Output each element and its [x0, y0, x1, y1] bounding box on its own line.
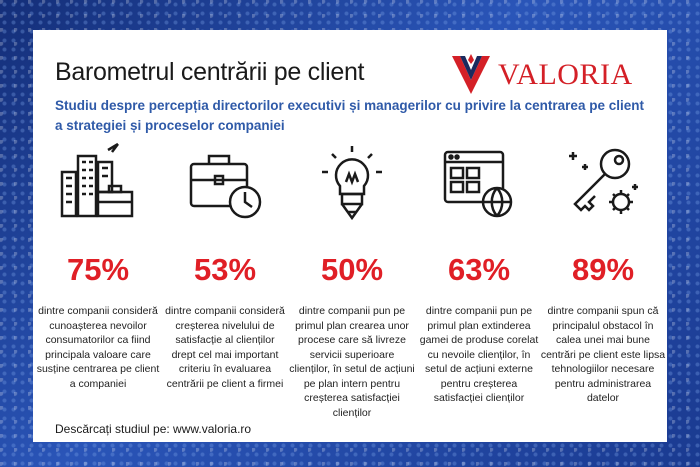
logo-text: VALORIA — [498, 58, 633, 91]
stat-value-1: 75% — [66, 252, 130, 287]
lightbulb-pencil-icon — [322, 146, 382, 221]
stat-column-1: 75% dintre companii consideră cunoaștere… — [35, 142, 161, 391]
subtitle: Studiu despre percepția directorilor exe… — [55, 98, 644, 133]
stat-text-3: dintre companii pun pe primul plan crear… — [289, 305, 415, 419]
web-globe-icon — [443, 150, 513, 218]
stat-text-2: dintre companii consideră creșterea nive… — [165, 305, 285, 390]
page-title: Barometrul centrării pe client — [55, 58, 365, 86]
valoria-logo-icon — [452, 54, 490, 94]
stat-column-5: 89% dintre companii spun că principalul … — [540, 142, 666, 406]
briefcase-clock-icon — [189, 154, 262, 219]
stat-text-4: dintre companii pun pe primul plan extin… — [419, 305, 539, 404]
stat-column-2: 53% dintre companii consideră creșterea … — [162, 142, 288, 391]
stat-column-4: 63% dintre companii pun pe primul plan e… — [416, 142, 542, 406]
stat-column-3: 50% dintre companii pun pe primul plan c… — [289, 142, 415, 420]
valoria-logo: VALORIA — [448, 50, 648, 98]
infographic-card: Barometrul centrării pe client VALORIA S… — [33, 30, 667, 442]
stat-text-5: dintre companii spun că principalul obst… — [540, 305, 666, 404]
download-link[interactable]: Descărcați studiul pe: www.valoria.ro — [55, 422, 252, 436]
stat-value-3: 50% — [320, 252, 384, 287]
city-buildings-icon — [60, 142, 134, 218]
stat-value-4: 63% — [447, 252, 511, 287]
stat-value-2: 53% — [193, 252, 257, 287]
stat-value-5: 89% — [571, 252, 635, 287]
key-gear-icon — [569, 148, 638, 214]
stat-text-1: dintre companii consideră cunoașterea ne… — [36, 305, 160, 390]
